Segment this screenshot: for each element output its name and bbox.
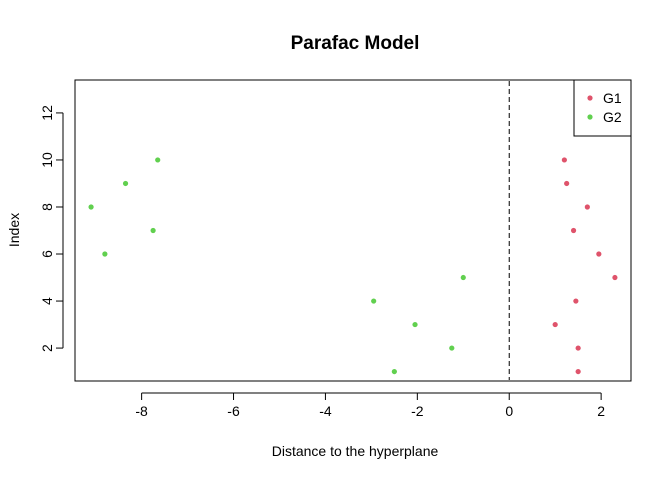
point-g2 <box>150 227 156 234</box>
y-tick-label: 10 <box>39 152 55 168</box>
x-tick-label: -2 <box>411 403 424 419</box>
point-g2 <box>155 157 161 163</box>
data-points <box>88 157 618 375</box>
point-g1 <box>552 321 558 328</box>
x-tick-label: -6 <box>227 403 240 419</box>
point-g2 <box>391 368 397 375</box>
point-g1 <box>612 274 618 281</box>
x-tick-label: 0 <box>505 403 513 419</box>
point-g2 <box>122 180 129 187</box>
y-tick-label: 6 <box>39 250 55 258</box>
legend-label-g2: G2 <box>603 109 622 125</box>
point-g1 <box>575 368 581 375</box>
x-axis-label: Distance to the hyperplane <box>272 443 439 459</box>
legend-box <box>573 79 632 137</box>
y-tick-label: 2 <box>39 344 55 352</box>
y-axis-label: Index <box>6 213 22 247</box>
legend-marker-g2 <box>587 114 593 120</box>
point-g1 <box>596 251 602 257</box>
point-g2 <box>88 204 94 210</box>
x-tick-label: 2 <box>597 403 605 419</box>
legend-label-g1: G1 <box>603 90 622 106</box>
plot-frame <box>74 79 632 382</box>
x-axis: -8 -6 -4 -2 0 2 <box>135 392 605 419</box>
point-g1 <box>575 345 581 351</box>
y-tick-label: 12 <box>39 105 55 121</box>
point-g1 <box>564 180 570 187</box>
point-g2 <box>449 345 455 351</box>
point-g1 <box>561 157 567 163</box>
point-g2 <box>371 298 377 304</box>
point-g1 <box>573 298 579 304</box>
point-g2 <box>102 251 108 257</box>
point-g1 <box>570 227 577 234</box>
legend-marker-g1 <box>587 95 593 101</box>
chart-title: Parafac Model <box>291 33 420 54</box>
point-g2 <box>412 321 418 328</box>
x-tick-label: -8 <box>135 403 148 419</box>
point-g1 <box>584 204 590 210</box>
y-axis: 2 4 6 8 10 12 <box>39 105 64 352</box>
y-tick-label: 4 <box>39 297 55 305</box>
x-tick-label: -4 <box>319 403 332 419</box>
point-g2 <box>460 274 466 281</box>
y-tick-label: 8 <box>39 203 55 211</box>
